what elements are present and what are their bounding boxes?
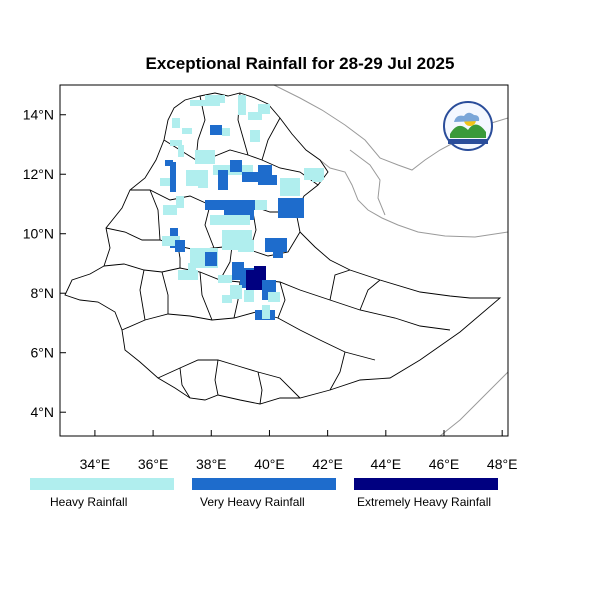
legend-swatch-extremely-heavy <box>354 478 498 490</box>
ethiopia-outline <box>64 92 502 405</box>
heavy-rainfall-cell <box>268 292 280 302</box>
lon-tick-label: 34°E <box>80 456 111 472</box>
heavy-rainfall-cell <box>172 118 180 128</box>
heavy-rainfall-cell <box>238 95 246 115</box>
very-heavy-rainfall-cell <box>273 248 283 258</box>
logo-banner <box>448 139 488 144</box>
legend-label-heavy: Heavy Rainfall <box>50 495 128 509</box>
legend-swatch-very-heavy <box>192 478 336 490</box>
somalia-coast-line <box>439 371 508 436</box>
heavy-rainfall-cell <box>162 236 180 246</box>
heavy-rainfall-cell <box>258 104 270 114</box>
ethiopian-meteorology-institute-logo <box>443 101 493 151</box>
very-heavy-rainfall-cell <box>205 252 217 266</box>
very-heavy-rainfall-cell <box>175 240 185 252</box>
lat-tick-label: 8°N <box>31 285 55 301</box>
very-heavy-rainfall-cell <box>265 175 277 185</box>
heavy-rainfall-cell <box>188 263 196 277</box>
heavy-rainfall-cell <box>244 290 254 302</box>
very-heavy-rainfall-cell <box>230 160 242 172</box>
heavy-rainfall-cell <box>280 178 300 196</box>
heavy-rainfall-cell <box>170 140 182 146</box>
very-heavy-rainfall-cell <box>205 200 255 210</box>
legend-label-extremely-heavy: Extremely Heavy Rainfall <box>357 495 492 509</box>
logo-cloud <box>454 112 480 122</box>
legend-label-very-heavy: Very Heavy Rainfall <box>200 495 305 509</box>
heavy-rainfall-cell <box>176 196 184 208</box>
heavy-rainfall-cell <box>230 285 242 299</box>
heavy-rainfall-cell <box>312 172 322 182</box>
heavy-rainfall-cell <box>218 275 232 283</box>
extremely-heavy-rainfall-cell <box>254 266 266 284</box>
lat-tick-label: 4°N <box>31 404 55 420</box>
heavy-rainfall-cell <box>248 112 262 120</box>
legend-swatch-heavy <box>30 478 174 490</box>
very-heavy-rainfall-cell <box>288 203 298 213</box>
gulf-coast-line <box>319 159 508 238</box>
somalia-border-line <box>349 149 386 216</box>
map-title: Exceptional Rainfall for 28-29 Jul 2025 <box>145 54 455 73</box>
lon-tick-label: 42°E <box>312 456 343 472</box>
very-heavy-rainfall-cell <box>242 172 262 182</box>
lon-tick-label: 46°E <box>429 456 460 472</box>
heavy-rainfall-cell <box>198 178 208 188</box>
heavy-rainfall-cell <box>255 200 267 210</box>
heavy-rainfall-cell <box>182 128 192 134</box>
lat-tick-label: 12°N <box>23 166 54 182</box>
very-heavy-rainfall-cell <box>170 162 176 192</box>
heavy-rainfall-cell <box>222 295 232 303</box>
plot-frame <box>59 84 509 437</box>
heavy-rainfall-cell <box>238 240 254 252</box>
lon-tick-label: 36°E <box>138 456 169 472</box>
heavy-rainfall-cell <box>262 305 270 319</box>
lon-tick-label: 48°E <box>487 456 518 472</box>
heavy-rainfall-cell <box>210 215 250 225</box>
very-heavy-rainfall-cell <box>165 160 173 166</box>
lon-tick-label: 44°E <box>371 456 402 472</box>
rainfall-cells <box>160 95 324 320</box>
logo-hills <box>450 124 486 138</box>
lat-tick-label: 6°N <box>31 345 55 361</box>
heavy-rainfall-cell <box>205 95 225 103</box>
lat-tick-label: 14°N <box>23 107 54 123</box>
very-heavy-rainfall-cell <box>218 170 228 190</box>
lon-tick-label: 38°E <box>196 456 227 472</box>
lon-tick-label: 40°E <box>254 456 285 472</box>
very-heavy-rainfall-cell <box>210 125 222 135</box>
axis-ticks: 34°E 36°E 38°E 40°E 42°E 44°E 46°E 48°E 14°N 12°N… <box>23 107 518 472</box>
heavy-rainfall-cell <box>178 145 184 157</box>
lat-tick-label: 10°N <box>23 226 54 242</box>
heavy-rainfall-cell <box>222 128 230 136</box>
heavy-rainfall-cell <box>250 130 260 142</box>
heavy-rainfall-cell <box>195 150 215 164</box>
heavy-rainfall-cell <box>163 205 177 215</box>
heavy-rainfall-cell <box>160 178 170 186</box>
